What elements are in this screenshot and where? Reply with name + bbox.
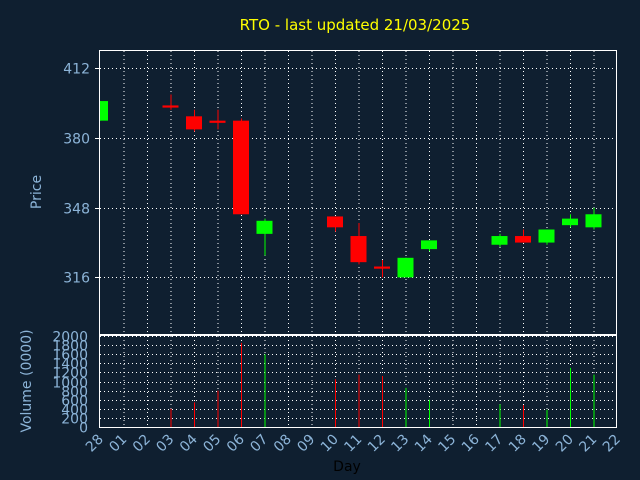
volume-tick-label: 800	[61, 385, 88, 401]
chart-title: RTO - last updated 21/03/2025	[240, 16, 471, 34]
candle-body	[562, 218, 578, 226]
candle-body	[327, 216, 343, 228]
candle-11	[350, 222, 367, 265]
candle-14	[421, 240, 437, 252]
candle-20	[562, 214, 578, 228]
candle-05	[209, 109, 226, 130]
candle-12	[374, 259, 390, 278]
volume-tick-label: 1400	[52, 357, 88, 373]
volume-tick-label: 1200	[52, 366, 88, 382]
candles	[100, 94, 602, 278]
price-grid	[95, 51, 616, 334]
volume-tick-label: 1800	[52, 339, 88, 355]
price-panel: 316 348 380 412	[63, 50, 617, 335]
candle-06	[233, 118, 249, 215]
price-tick-labels: 316 348 380 412	[63, 62, 90, 287]
price-tick-label: 412	[63, 62, 90, 78]
volume-tick-label: 0	[79, 421, 88, 437]
candle-18	[515, 229, 531, 243]
volume-axis-label: Volume (0000)	[19, 329, 35, 432]
candle-19	[538, 229, 555, 245]
price-tick-label: 348	[63, 202, 90, 218]
volume-tick-label: 1000	[52, 376, 88, 392]
candle-28	[100, 101, 108, 121]
candle-body	[374, 266, 390, 269]
x-tick-labels: 28 01 02 03 04 05 06 07 08 09 10 11 12 13 14 15 16 17 18 19…	[83, 431, 624, 455]
volume-bars	[170, 342, 595, 427]
volume-tick-label: 600	[61, 394, 88, 410]
candle-body	[186, 116, 202, 130]
candle-body	[515, 236, 531, 243]
candle-13	[397, 257, 414, 278]
candle-body	[491, 236, 508, 245]
x-axis-label: Day	[333, 459, 361, 475]
volume-tick-label: 200	[61, 412, 88, 428]
volume-tick-label: 1600	[52, 348, 88, 364]
volume-plot-frame	[99, 335, 617, 428]
candle-03	[162, 94, 179, 110]
candle-17	[491, 233, 508, 247]
price-plot-frame	[99, 50, 617, 335]
candle-body	[538, 229, 555, 243]
candle-07	[256, 218, 273, 256]
candle-body	[397, 257, 414, 278]
price-tick-label: 316	[63, 271, 90, 287]
volume-tick-label: 2000	[52, 330, 88, 346]
candle-body	[209, 120, 226, 123]
volume-tick-label: 400	[61, 403, 88, 419]
candle-body	[162, 105, 179, 108]
candle-body	[585, 214, 602, 228]
price-tick-label: 380	[63, 132, 90, 148]
candle-body	[421, 240, 437, 250]
candle-body	[350, 236, 367, 263]
candle-body	[256, 220, 273, 234]
candle-04	[186, 109, 202, 132]
price-axis-label: Price	[29, 175, 45, 209]
candle-body	[100, 101, 108, 121]
candle-21	[585, 207, 602, 230]
candle-body	[233, 120, 249, 215]
candle-10	[327, 216, 343, 232]
